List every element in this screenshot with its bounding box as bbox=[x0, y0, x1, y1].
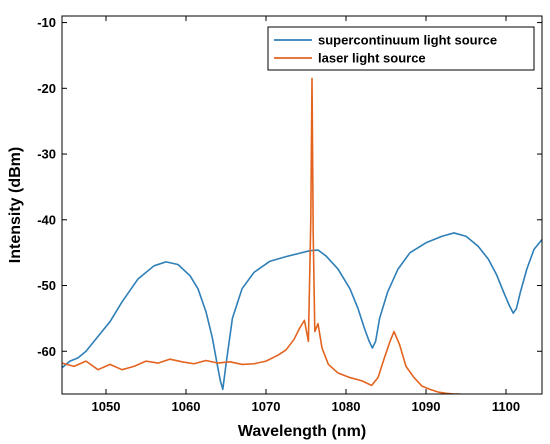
legend: supercontinuum light source laser light s… bbox=[267, 26, 535, 71]
x-tick-label: 1070 bbox=[252, 399, 281, 414]
x-tick-label: 1060 bbox=[172, 399, 201, 414]
x-tick-label: 1100 bbox=[492, 399, 520, 414]
legend-box bbox=[267, 26, 535, 71]
x-tick-label: 1080 bbox=[332, 399, 361, 414]
y-tick-label: -50 bbox=[37, 278, 56, 293]
series-line-1 bbox=[62, 232, 542, 391]
y-tick-label: -20 bbox=[37, 81, 56, 96]
series-line-2 bbox=[62, 77, 461, 394]
legend-label-2: laser light source bbox=[318, 51, 426, 66]
x-tick-label: 1090 bbox=[412, 399, 441, 414]
y-axis-label: Intensity (dBm) bbox=[7, 147, 24, 263]
plot-area bbox=[62, 77, 542, 394]
y-tick-label: -60 bbox=[37, 344, 56, 359]
legend-label-1: supercontinuum light source bbox=[318, 33, 497, 48]
series-group bbox=[62, 77, 542, 394]
y-tick-label: -40 bbox=[37, 212, 56, 227]
x-axis-label: Wavelength (nm) bbox=[238, 423, 366, 440]
y-tick-label: -30 bbox=[37, 147, 56, 162]
axes-frame bbox=[61, 15, 543, 395]
x-tick-label: 1050 bbox=[92, 399, 121, 414]
y-tick-label: -10 bbox=[37, 15, 56, 30]
axes: 1050 1060 1070 1080 1090 1100 -10 -20 -30 -40 -50 -… bbox=[7, 15, 543, 440]
